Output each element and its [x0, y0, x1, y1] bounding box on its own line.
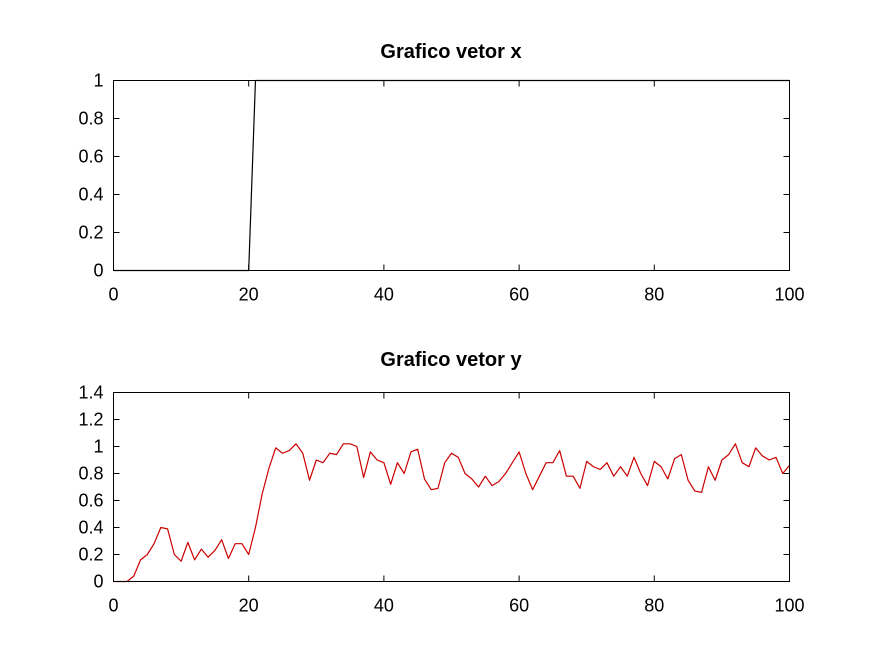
x-tick-label: 20: [239, 596, 259, 616]
x-tick-label: 20: [239, 285, 259, 305]
x-tick-label: 100: [774, 596, 804, 616]
chart-title: Grafico vetor x: [380, 41, 521, 63]
plot-area-frame: [113, 392, 790, 582]
y-tick-label: 0.6: [78, 147, 103, 167]
y-tick-label: 0.2: [78, 223, 103, 243]
series-line-y: [113, 443, 790, 583]
x-tick-label: 80: [644, 285, 664, 305]
x-tick-label: 80: [644, 596, 664, 616]
y-tick-label: 0: [93, 572, 103, 592]
series-line-x: [113, 79, 790, 272]
subplot-y: Grafico vetor y 0 20 40 60 80 100 0 0.2 0.4 0.6 0.…: [78, 349, 804, 616]
plot-area-frame: [113, 80, 790, 271]
x-tick-label: 60: [509, 596, 529, 616]
x-tick-label: 40: [374, 285, 394, 305]
x-tick-label: 40: [374, 596, 394, 616]
x-tick-label: 0: [108, 596, 118, 616]
y-tick-label: 1.2: [78, 410, 103, 430]
y-tick-label: 0.4: [78, 185, 103, 205]
x-tick-label: 60: [509, 285, 529, 305]
y-tick-label: 1: [93, 71, 103, 91]
y-tick-label: 0.8: [78, 464, 103, 484]
series: [113, 79, 790, 272]
ticks: 0 20 40 60 80 100 0 0.2 0.4 0.6 0.8 1: [78, 71, 804, 305]
subplot-x: Grafico vetor x 0 20 40 60 80 100 0 0.2 0.4 0.6 0.…: [78, 41, 804, 305]
y-tick-label: 0.8: [78, 109, 103, 129]
y-tick-label: 0.4: [78, 518, 103, 538]
series: [113, 443, 790, 583]
x-tick-label: 100: [774, 285, 804, 305]
y-tick-label: 1: [93, 437, 103, 457]
y-tick-label: 0.6: [78, 491, 103, 511]
y-tick-label: 0: [93, 261, 103, 281]
ticks: 0 20 40 60 80 100 0 0.2 0.4 0.6 0.8 1 1.2 1.4: [78, 383, 804, 616]
y-tick-label: 0.2: [78, 545, 103, 565]
y-tick-label: 1.4: [78, 383, 103, 403]
chart-title: Grafico vetor y: [380, 349, 522, 371]
x-tick-label: 0: [108, 285, 118, 305]
